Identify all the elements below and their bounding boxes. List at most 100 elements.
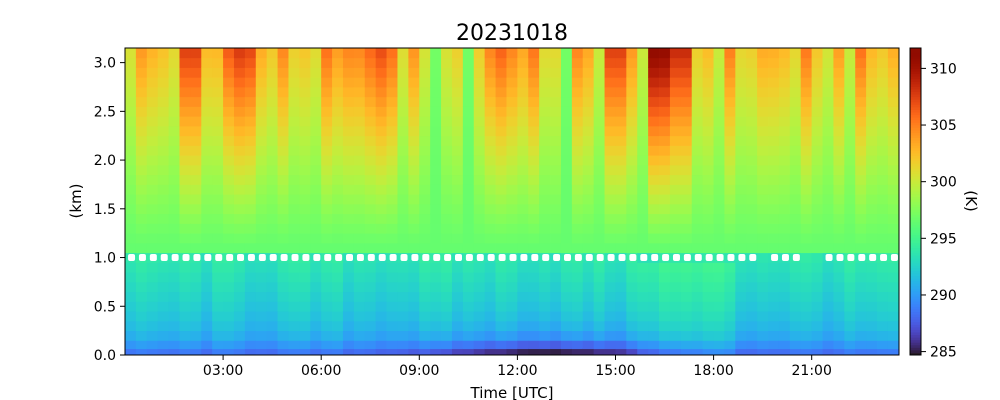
heatmap-cell (397, 311, 409, 322)
heatmap-cell (321, 145, 333, 156)
heatmap-cell (659, 340, 671, 350)
heatmap-cell (757, 291, 769, 302)
heatmap-cell (441, 340, 453, 350)
heatmap-cell (866, 67, 878, 78)
heatmap-cell (702, 96, 714, 107)
heatmap-cell (364, 340, 377, 350)
heatmap-cell (855, 57, 867, 68)
heatmap-cell (310, 213, 322, 224)
heatmap-cell (277, 77, 289, 88)
heatmap-cell (386, 242, 398, 254)
heatmap-cell (190, 330, 202, 341)
reference-height-marker (411, 254, 419, 262)
heatmap-cell (615, 155, 627, 166)
heatmap-cell (626, 96, 638, 107)
reference-height-marker (825, 254, 833, 262)
heatmap-cell (179, 184, 191, 195)
heatmap-cell (539, 77, 551, 88)
heatmap-cell (669, 242, 682, 254)
heatmap-cell (179, 272, 191, 283)
heatmap-cell (648, 106, 660, 117)
heatmap-cell (680, 281, 693, 293)
heatmap-cell (201, 184, 213, 195)
heatmap-cell (364, 145, 377, 156)
heatmap-cell (212, 67, 224, 78)
x-tick-label: 06:00 (301, 363, 341, 379)
heatmap-cell (342, 262, 355, 273)
heatmap-cell (582, 242, 595, 254)
heatmap-cell (822, 184, 834, 195)
colorbar-segment (910, 147, 921, 151)
heatmap-cell (789, 291, 802, 302)
heatmap-cell (833, 174, 845, 185)
heatmap-cell (626, 57, 638, 68)
reference-height-marker (880, 254, 888, 262)
heatmap-cell (266, 135, 278, 146)
heatmap-cell (702, 281, 714, 293)
colorbar-segment (910, 53, 921, 57)
heatmap-cell (768, 340, 780, 350)
reference-height-marker (280, 254, 288, 262)
heatmap-cell (517, 96, 529, 107)
reference-height-marker (498, 254, 506, 262)
heatmap-cell (495, 330, 507, 341)
heatmap-cell (201, 242, 213, 254)
heatmap-cell (844, 281, 856, 293)
heatmap-cell (778, 213, 791, 224)
heatmap-cell (659, 320, 671, 332)
heatmap-cell (146, 184, 159, 195)
heatmap-cell (735, 96, 747, 107)
heatmap-cell (201, 301, 213, 312)
heatmap-cell (299, 77, 311, 88)
heatmap-cell (462, 330, 475, 341)
heatmap-cell (571, 77, 584, 88)
heatmap-cell (244, 203, 257, 215)
heatmap-cell (768, 301, 780, 312)
heatmap-cell (135, 213, 148, 224)
heatmap-cell (288, 194, 300, 205)
heatmap-cell (877, 96, 889, 107)
heatmap-cell (310, 311, 322, 322)
heatmap-cell (746, 145, 758, 156)
heatmap-cell (735, 194, 747, 205)
heatmap-cell (604, 57, 616, 68)
heatmap-cell (179, 330, 191, 341)
y-tick-label: 3.0 (94, 56, 116, 72)
heatmap-cell (648, 281, 660, 293)
heatmap-cell (310, 348, 322, 356)
heatmap-cell (386, 96, 398, 107)
heatmap-cell (484, 57, 496, 68)
heatmap-cell (288, 145, 300, 156)
heatmap-cell (604, 281, 616, 293)
heatmap-cell (582, 57, 595, 68)
heatmap-cell (484, 116, 496, 127)
heatmap-cell (877, 77, 889, 88)
heatmap-cell (146, 340, 159, 350)
heatmap-cell (833, 291, 845, 302)
heatmap-cell (332, 67, 344, 78)
heatmap-cell (495, 213, 507, 224)
heatmap-cell (233, 145, 246, 156)
heatmap-cell (866, 194, 878, 205)
heatmap-cell (626, 86, 638, 98)
colorbar-segment (910, 140, 921, 144)
colorbar-segment (910, 204, 921, 208)
heatmap-cell (833, 116, 845, 127)
heatmap-cell (299, 203, 311, 215)
heatmap-cell (757, 48, 769, 59)
heatmap-cell (669, 67, 682, 78)
heatmap-cell (550, 106, 562, 117)
heatmap-cell (560, 281, 573, 293)
heatmap-cell (288, 223, 300, 234)
heatmap-cell (419, 311, 431, 322)
heatmap-cell (244, 57, 257, 68)
heatmap-cell (223, 233, 235, 244)
heatmap-cell (146, 194, 159, 205)
heatmap-cell (277, 348, 289, 356)
heatmap-cell (550, 223, 562, 234)
reference-height-marker (455, 254, 462, 262)
colorbar-segment (910, 193, 921, 197)
heatmap-cell (866, 311, 878, 322)
heatmap-cell (778, 330, 791, 341)
heatmap-cell (212, 164, 224, 176)
